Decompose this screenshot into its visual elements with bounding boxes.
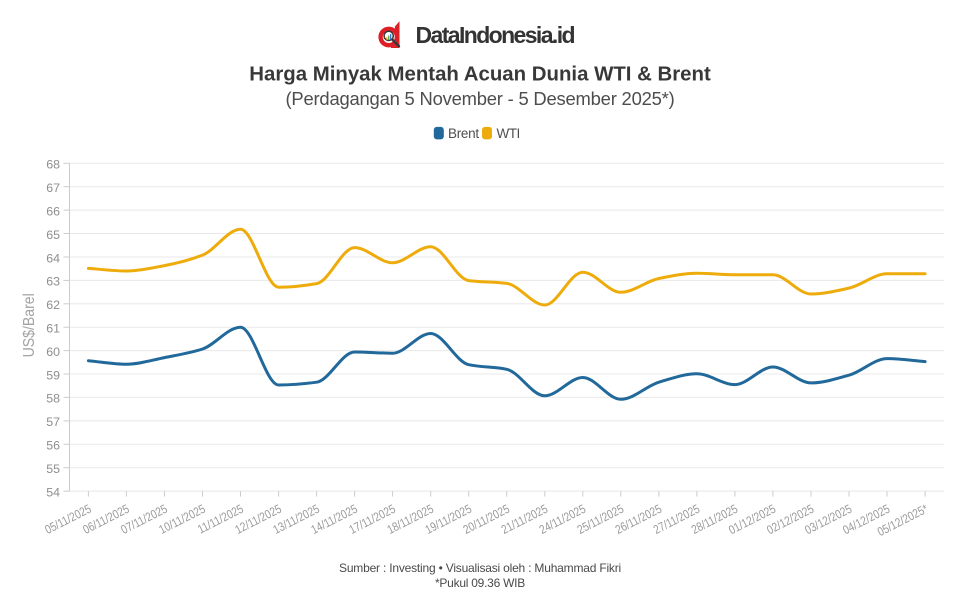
svg-text:63: 63 <box>46 275 60 289</box>
svg-text:60: 60 <box>46 345 60 359</box>
svg-text:Harga Minyak Mentah Acuan Duni: Harga Minyak Mentah Acuan Dunia WTI & Br… <box>249 64 711 86</box>
svg-text:57: 57 <box>46 415 60 429</box>
svg-text:58: 58 <box>46 392 60 406</box>
svg-text:54: 54 <box>46 485 60 499</box>
svg-text:*Pukul 09.36 WIB: *Pukul 09.36 WIB <box>435 576 525 590</box>
svg-text:62: 62 <box>46 298 60 312</box>
svg-text:68: 68 <box>46 158 60 172</box>
svg-text:Brent: Brent <box>448 126 479 141</box>
svg-text:Sumber : Investing • Visualisa: Sumber : Investing • Visualisasi oleh : … <box>339 561 621 575</box>
svg-text:61: 61 <box>46 322 60 336</box>
svg-text:65: 65 <box>46 228 60 242</box>
svg-text:64: 64 <box>46 251 60 265</box>
svg-text:(Perdagangan 5 November - 5 De: (Perdagangan 5 November - 5 Desember 202… <box>285 88 674 109</box>
svg-text:US$/Barel: US$/Barel <box>20 293 38 357</box>
svg-text:56: 56 <box>46 439 60 453</box>
svg-text:WTI: WTI <box>497 126 520 141</box>
svg-text:DataIndonesia.id: DataIndonesia.id <box>416 22 575 48</box>
svg-text:55: 55 <box>46 462 60 476</box>
svg-text:66: 66 <box>46 204 60 218</box>
svg-text:59: 59 <box>46 368 60 382</box>
svg-text:67: 67 <box>46 181 60 195</box>
